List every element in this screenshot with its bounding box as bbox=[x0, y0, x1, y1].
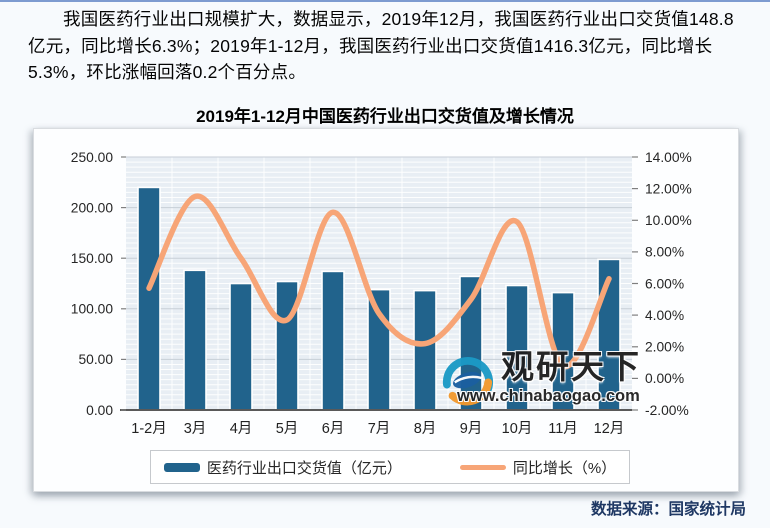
y-axis-right-label: 2.00% bbox=[645, 340, 684, 355]
y-axis-left-label: 0.00 bbox=[86, 403, 113, 418]
legend-item-growth: 同比增长（%） bbox=[459, 457, 617, 478]
line-series-swatch bbox=[459, 464, 506, 470]
growth-line bbox=[146, 193, 612, 369]
y-axis-right-label: 12.00% bbox=[645, 181, 692, 196]
bar-series-swatch bbox=[163, 462, 200, 472]
y-axis-left-label: 50.00 bbox=[78, 352, 113, 367]
x-axis-label: 5月 bbox=[276, 421, 299, 437]
chart-figure: 0.00 50.00 100.00 150.00 200.00 250.00 -2.00% 0… bbox=[33, 128, 739, 492]
bar bbox=[229, 282, 253, 411]
y-axis-left-label: 150.00 bbox=[71, 251, 114, 266]
bar bbox=[137, 186, 161, 411]
y-axis-right-label: 8.00% bbox=[645, 245, 684, 260]
bar bbox=[321, 270, 345, 411]
y-axis-left-label: 250.00 bbox=[71, 150, 114, 165]
legend-label-export-value: 医药行业出口交货值（亿元） bbox=[206, 459, 402, 477]
y-axis-left-label: 100.00 bbox=[71, 302, 114, 317]
data-source: 数据来源：国家统计局 bbox=[590, 501, 746, 518]
x-axis-label: 3月 bbox=[184, 421, 207, 437]
watermark: 观研天下 www.chinabaogao.com bbox=[438, 350, 641, 408]
legend-item-export-value: 医药行业出口交货值（亿元） bbox=[163, 457, 402, 478]
x-axis-label: 6月 bbox=[322, 421, 345, 437]
intro-paragraph: 我国医药行业出口规模扩大，数据显示，2019年12月，我国医药行业出口交货值14… bbox=[28, 9, 734, 82]
x-axis-label: 11月 bbox=[548, 421, 578, 437]
x-axis-label: 9月 bbox=[460, 421, 483, 437]
x-axis-label: 12月 bbox=[594, 421, 625, 437]
chart-canvas: 0.00 50.00 100.00 150.00 200.00 250.00 -2.00% 0… bbox=[71, 150, 692, 437]
watermark-url: www.chinabaogao.com bbox=[457, 387, 640, 405]
y-axis-right-label: 6.00% bbox=[645, 276, 684, 291]
chart-legend: 医药行业出口交货值（亿元） 同比增长（%） bbox=[150, 450, 630, 484]
bar bbox=[275, 280, 299, 411]
x-axis-label: 10月 bbox=[502, 421, 533, 437]
y-axis-left-label: 200.00 bbox=[71, 200, 114, 215]
x-axis-label: 1-2月 bbox=[131, 421, 166, 437]
y-axis-right-label: 10.00% bbox=[645, 213, 692, 228]
watermark-logo-icon bbox=[442, 357, 493, 406]
bar bbox=[183, 269, 207, 411]
legend-label-growth: 同比增长（%） bbox=[512, 459, 617, 477]
bar bbox=[367, 288, 391, 411]
watermark-name: 观研天下 bbox=[501, 348, 641, 385]
x-axis-label: 7月 bbox=[368, 421, 391, 437]
y-axis-right-label: 14.00% bbox=[645, 150, 692, 165]
bar bbox=[413, 289, 437, 411]
y-axis-right-label: 4.00% bbox=[645, 308, 684, 323]
y-axis-right-label: 0.00% bbox=[645, 371, 684, 386]
x-axis-label: 8月 bbox=[414, 421, 437, 437]
chart-title: 2019年1-12月中国医药行业出口交货值及增长情况 bbox=[196, 107, 574, 126]
y-axis-right-label: -2.00% bbox=[645, 403, 689, 418]
top-accent-line bbox=[0, 0, 770, 2]
x-axis-label: 4月 bbox=[230, 421, 253, 437]
